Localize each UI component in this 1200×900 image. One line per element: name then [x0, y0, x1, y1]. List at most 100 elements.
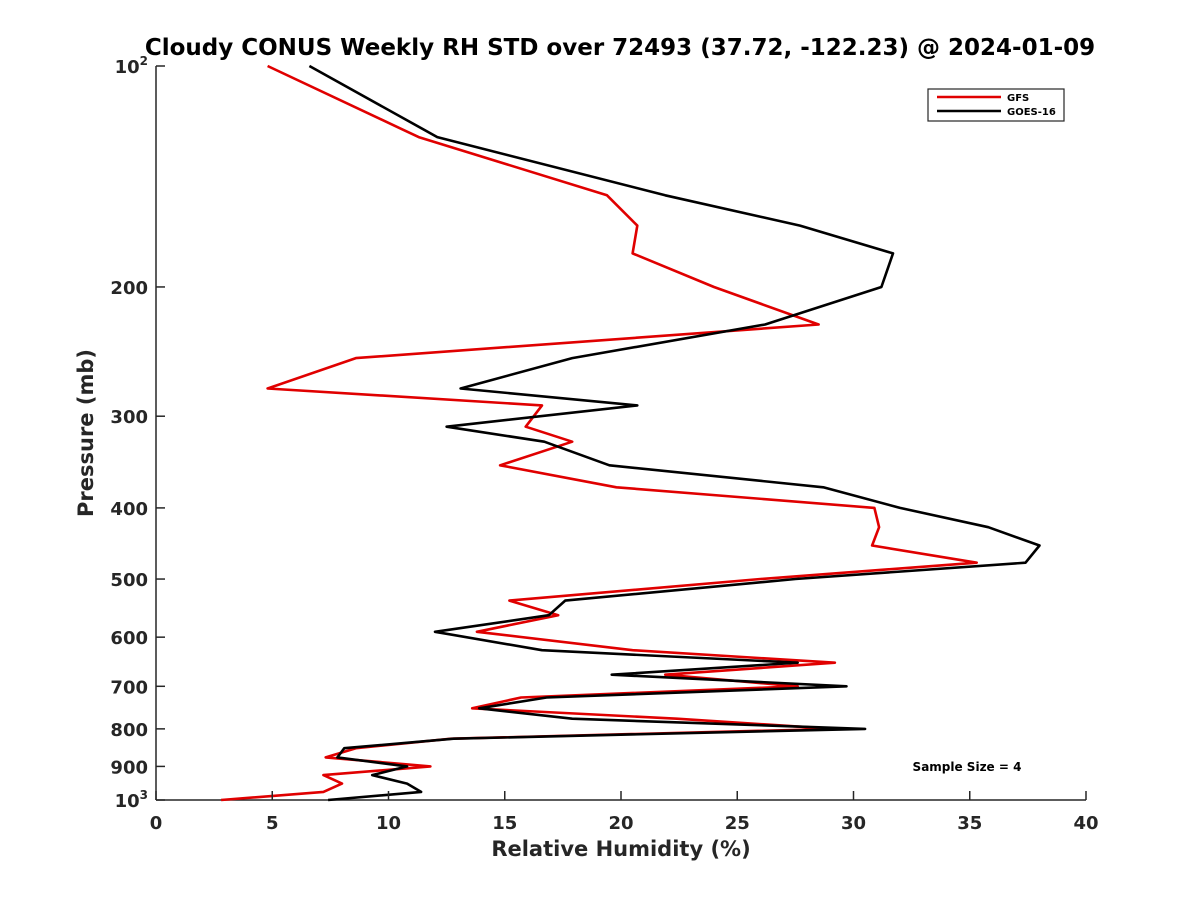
data-point-gfs: [676, 718, 678, 720]
y-tick-label: 500: [110, 570, 148, 591]
data-point-gfs: [615, 486, 617, 488]
legend: GFS GOES-16: [927, 88, 1065, 122]
data-point-gfs: [322, 791, 324, 793]
x-tick-label: 10: [376, 813, 401, 834]
series-gfs: [220, 64, 979, 802]
plot-area: 0 5 10 15 20 25 30 35 40 102 200 300 400 500 600 700 80…: [110, 54, 1098, 834]
y-tick-label: 900: [110, 757, 148, 778]
data-point-gfs: [541, 404, 543, 406]
data-point-goes16: [459, 387, 461, 389]
data-point-goes16: [452, 738, 454, 740]
chart-title: Cloudy CONUS Weekly RH STD over 72493 (3…: [145, 35, 1095, 61]
series-layer: [220, 64, 1041, 802]
y-tick-label: 800: [110, 720, 148, 741]
data-point-gfs: [266, 65, 268, 67]
y-axis-label: Pressure (mb): [74, 349, 98, 517]
data-point-goes16: [548, 614, 550, 616]
series-line-goes16: [308, 64, 1041, 802]
data-point-gfs: [759, 578, 761, 580]
y-tick-label: 103: [115, 788, 148, 812]
data-point-goes16: [343, 747, 345, 749]
data-point-goes16: [545, 696, 547, 698]
x-tick-label: 35: [957, 813, 982, 834]
data-point-goes16: [764, 323, 766, 325]
data-point-gfs: [571, 441, 573, 443]
x-tick-label: 30: [841, 813, 866, 834]
data-point-gfs: [817, 323, 819, 325]
data-point-gfs: [355, 357, 357, 359]
data-point-gfs: [220, 799, 222, 801]
data-point-goes16: [571, 357, 573, 359]
x-tick-label: 5: [266, 813, 279, 834]
data-point-goes16: [892, 252, 894, 254]
data-point-gfs: [418, 136, 420, 138]
data-point-gfs: [520, 696, 522, 698]
series-line-gfs: [220, 64, 979, 802]
y-tick-label: 300: [110, 407, 148, 428]
data-point-goes16: [406, 782, 408, 784]
data-point-goes16: [420, 791, 422, 793]
data-point-gfs: [499, 464, 501, 466]
data-point-goes16: [327, 799, 329, 801]
data-point-gfs: [873, 507, 875, 509]
data-point-gfs: [322, 774, 324, 776]
data-point-goes16: [636, 404, 638, 406]
y-tick-label: 400: [110, 499, 148, 520]
data-point-goes16: [822, 486, 824, 488]
x-tick-label: 0: [150, 813, 163, 834]
y-tick-label: 700: [110, 677, 148, 698]
data-point-gfs: [429, 765, 431, 767]
y-tick-label: 200: [110, 278, 148, 299]
y-tick-label: 102: [115, 54, 148, 78]
data-point-goes16: [987, 526, 989, 528]
legend-label-goes16: GOES-16: [1007, 107, 1056, 118]
data-point-gfs: [834, 662, 836, 664]
x-axis-ticks: 0 5 10 15 20 25 30 35 40: [150, 791, 1099, 834]
data-point-goes16: [571, 718, 573, 720]
data-point-gfs: [606, 194, 608, 196]
x-tick-label: 40: [1073, 813, 1098, 834]
data-point-gfs: [508, 599, 510, 601]
data-point-gfs: [871, 544, 873, 546]
data-point-goes16: [564, 599, 566, 601]
y-tick-label: 600: [110, 628, 148, 649]
data-point-gfs: [557, 614, 559, 616]
data-point-gfs: [664, 674, 666, 676]
data-point-goes16: [880, 286, 882, 288]
data-point-goes16: [799, 224, 801, 226]
legend-box: [927, 88, 1065, 122]
data-point-gfs: [325, 756, 327, 758]
data-point-goes16: [664, 194, 666, 196]
data-point-goes16: [797, 662, 799, 664]
data-point-goes16: [541, 649, 543, 651]
data-point-gfs: [976, 562, 978, 564]
data-point-goes16: [1024, 562, 1026, 564]
data-point-goes16: [845, 685, 847, 687]
data-point-gfs: [631, 649, 633, 651]
x-tick-label: 20: [608, 813, 633, 834]
data-point-goes16: [478, 707, 480, 709]
data-point-goes16: [899, 507, 901, 509]
data-point-gfs: [471, 707, 473, 709]
data-point-goes16: [794, 578, 796, 580]
data-point-goes16: [436, 136, 438, 138]
data-point-gfs: [631, 252, 633, 254]
y-axis-ticks: 102 200 300 400 500 600 700 800 900 103: [110, 54, 165, 812]
x-tick-label: 15: [492, 813, 517, 834]
data-point-gfs: [341, 782, 343, 784]
data-point-gfs: [878, 526, 880, 528]
data-point-gfs: [476, 631, 478, 633]
x-axis-label: Relative Humidity (%): [491, 837, 750, 861]
series-goes16: [308, 64, 1041, 802]
data-point-goes16: [308, 65, 310, 67]
data-point-goes16: [371, 774, 373, 776]
data-point-goes16: [608, 464, 610, 466]
data-point-goes16: [445, 426, 447, 428]
x-tick-label: 25: [725, 813, 750, 834]
data-point-goes16: [864, 728, 866, 730]
data-point-goes16: [1038, 544, 1040, 546]
data-point-goes16: [434, 631, 436, 633]
data-point-goes16: [543, 441, 545, 443]
data-point-gfs: [266, 387, 268, 389]
